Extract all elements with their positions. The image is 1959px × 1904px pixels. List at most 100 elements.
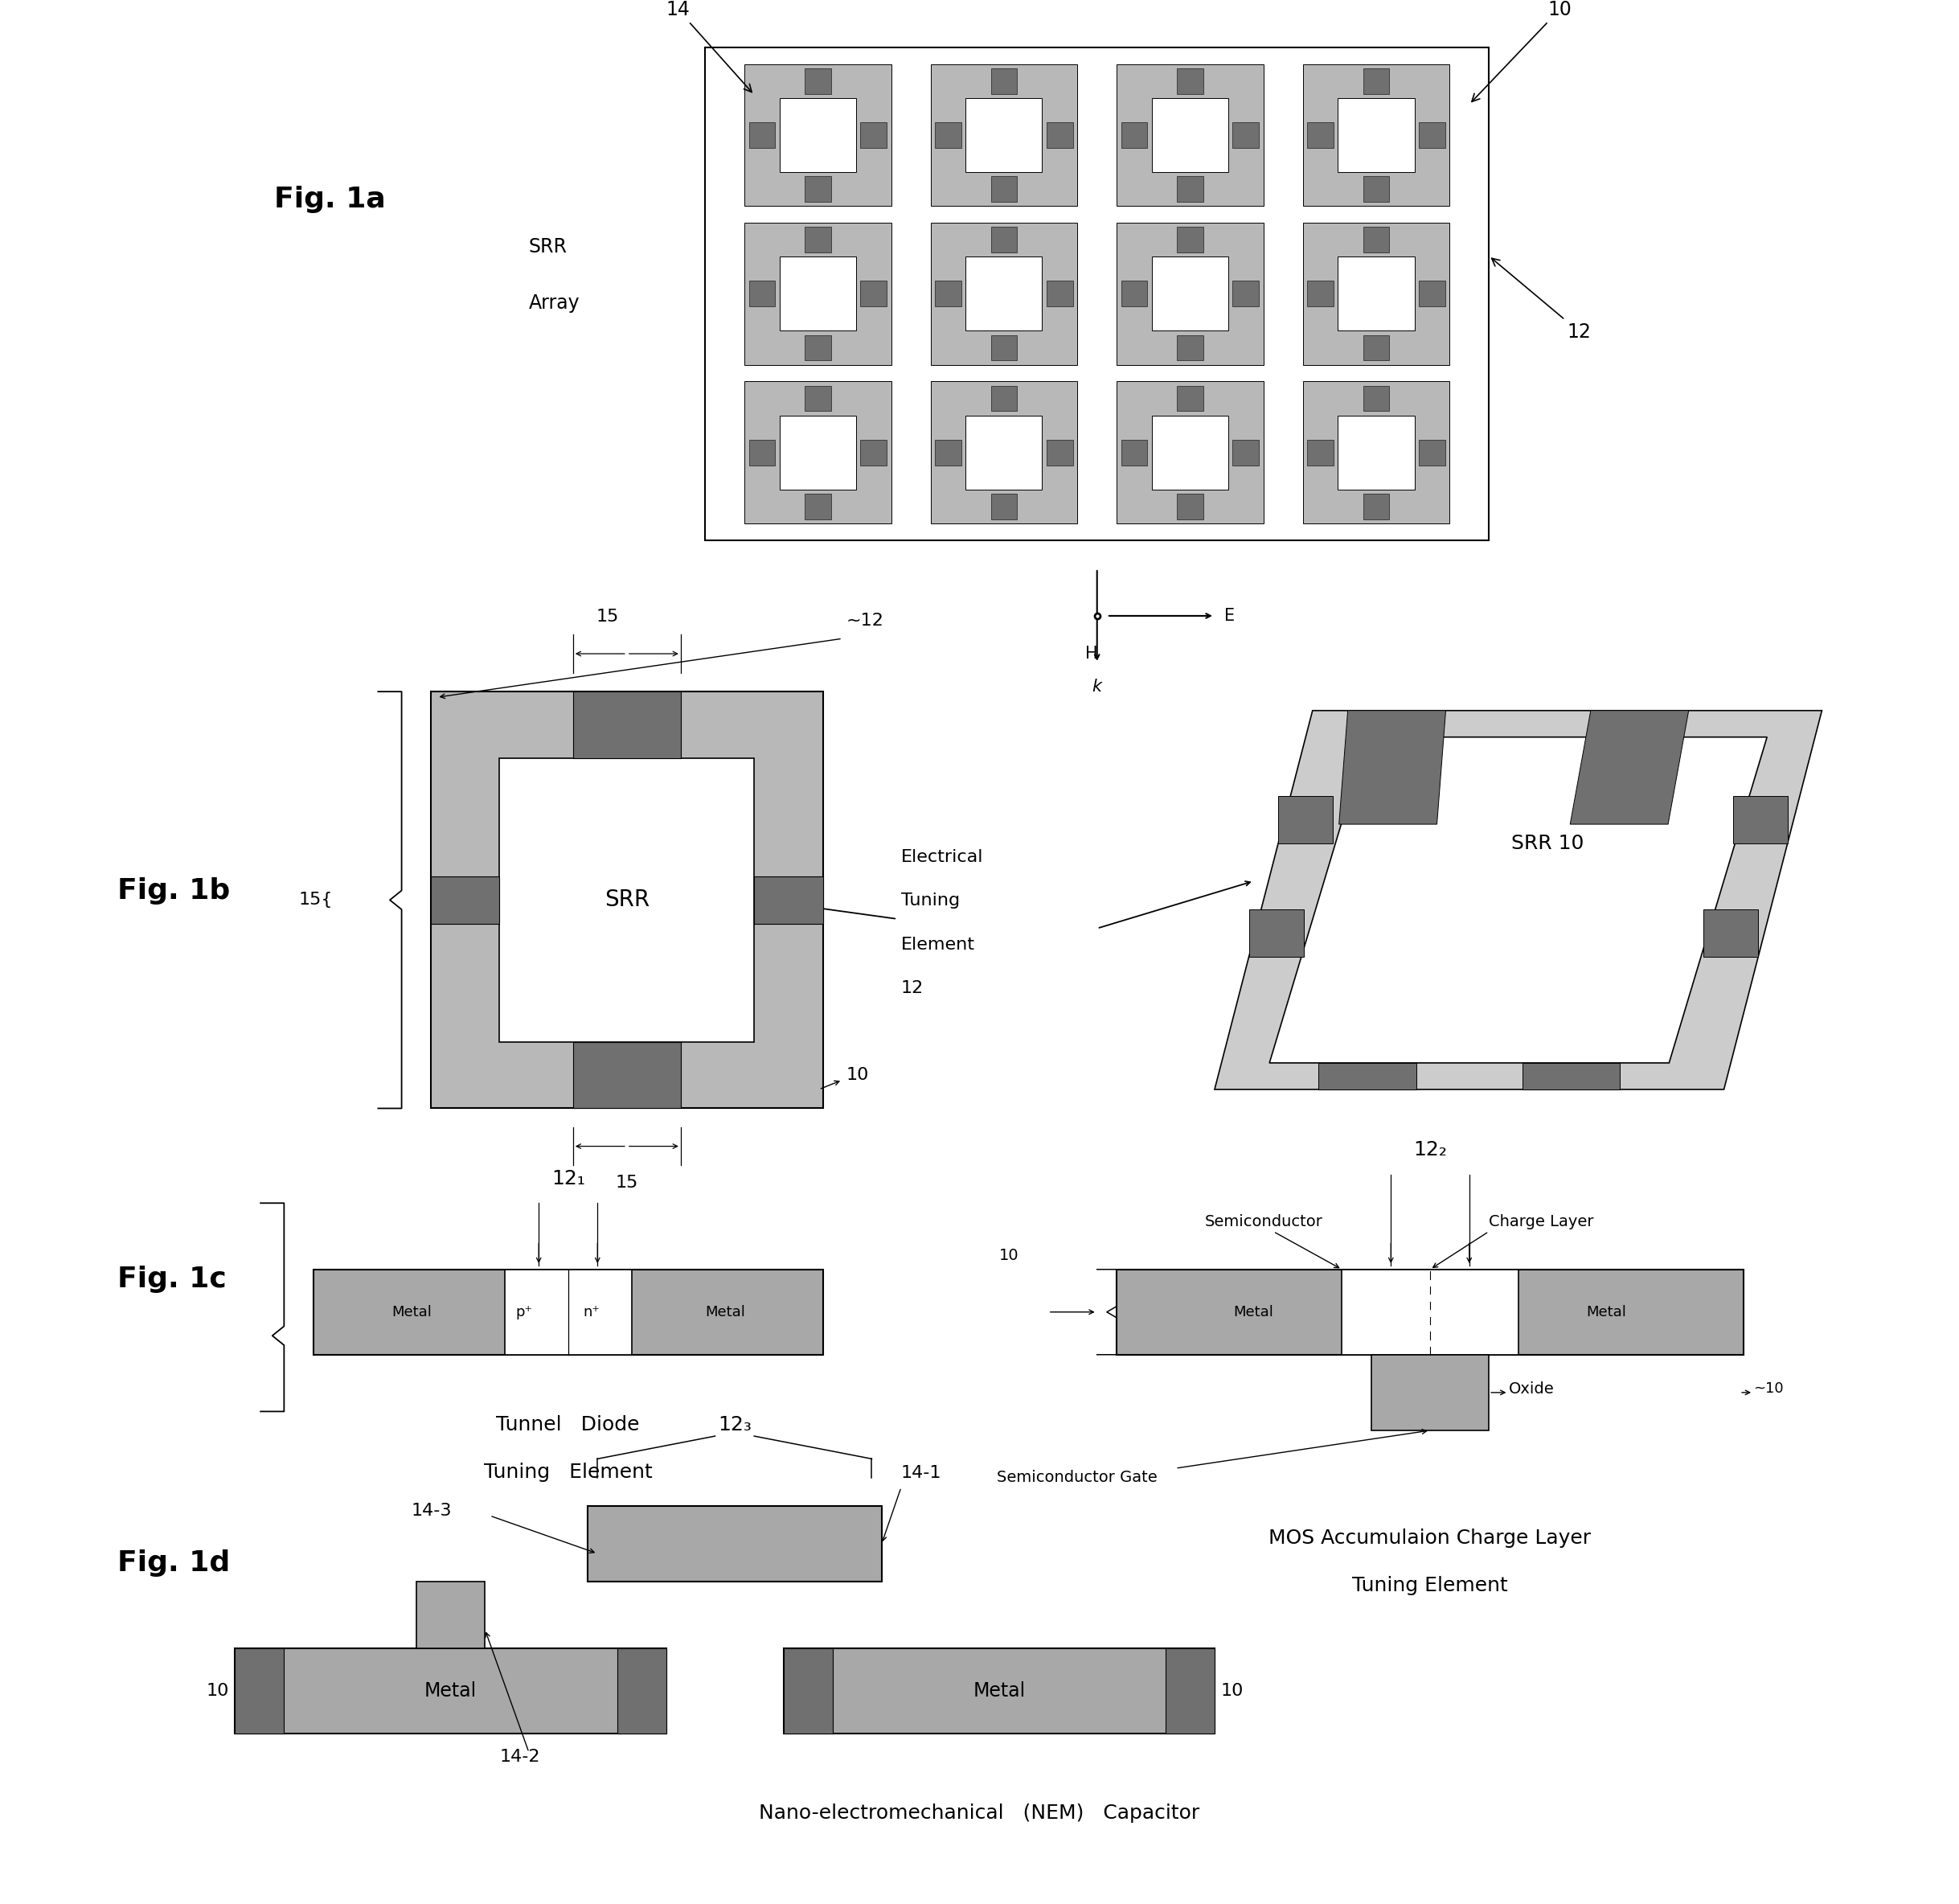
- Bar: [1177, 177, 1203, 202]
- Text: 10: 10: [206, 1683, 229, 1698]
- Bar: [1177, 69, 1203, 93]
- Bar: [505, 1270, 631, 1354]
- Bar: [754, 876, 823, 923]
- Polygon shape: [1318, 1062, 1416, 1089]
- Polygon shape: [1732, 796, 1789, 843]
- Text: 15: 15: [615, 1175, 639, 1192]
- Text: 10: 10: [1471, 0, 1571, 101]
- Text: Metal: Metal: [974, 1681, 1025, 1700]
- Text: Metal: Metal: [705, 1304, 744, 1319]
- Bar: [860, 282, 887, 307]
- Text: ~12: ~12: [846, 613, 884, 628]
- Text: Metal: Metal: [1234, 1304, 1273, 1319]
- Bar: [1363, 387, 1389, 411]
- Bar: [431, 691, 823, 1108]
- Text: 10: 10: [1220, 1683, 1244, 1698]
- Bar: [1166, 1649, 1215, 1733]
- Text: Fig. 1b: Fig. 1b: [118, 878, 231, 904]
- Text: n⁺: n⁺: [584, 1304, 599, 1319]
- Bar: [780, 257, 856, 331]
- Text: 15{: 15{: [300, 891, 333, 908]
- Text: Semiconductor: Semiconductor: [1205, 1215, 1322, 1230]
- Bar: [991, 69, 1017, 93]
- Text: Tuning Element: Tuning Element: [1352, 1577, 1508, 1596]
- Polygon shape: [1215, 710, 1822, 1089]
- Bar: [1046, 440, 1074, 465]
- Text: Metal: Metal: [392, 1304, 431, 1319]
- Text: 10: 10: [999, 1247, 1019, 1262]
- Bar: [1232, 282, 1260, 307]
- Bar: [805, 493, 831, 520]
- Bar: [313, 1270, 823, 1354]
- Text: 14-2: 14-2: [500, 1750, 541, 1765]
- Text: k: k: [1093, 678, 1101, 695]
- Bar: [860, 440, 887, 465]
- Bar: [991, 387, 1017, 411]
- Bar: [1303, 223, 1450, 366]
- Bar: [1177, 493, 1203, 520]
- Bar: [1152, 415, 1228, 489]
- Polygon shape: [1340, 710, 1446, 824]
- Text: Nano-electromechanical   (NEM)   Capacitor: Nano-electromechanical (NEM) Capacitor: [760, 1803, 1199, 1822]
- Bar: [1338, 99, 1414, 171]
- Text: 14: 14: [666, 0, 752, 91]
- Bar: [931, 223, 1077, 366]
- Bar: [991, 177, 1017, 202]
- Bar: [991, 335, 1017, 360]
- Bar: [805, 177, 831, 202]
- Bar: [1121, 282, 1148, 307]
- Bar: [1342, 1270, 1518, 1354]
- Text: SRR: SRR: [603, 889, 650, 912]
- Text: Electrical: Electrical: [901, 849, 983, 864]
- Text: 15: 15: [596, 609, 619, 625]
- Text: SRR: SRR: [529, 236, 568, 257]
- Text: Tuning: Tuning: [901, 893, 960, 908]
- Bar: [1117, 65, 1264, 206]
- Text: SRR 10: SRR 10: [1510, 834, 1585, 853]
- Bar: [1117, 1270, 1744, 1354]
- Bar: [1152, 99, 1228, 171]
- Polygon shape: [1571, 710, 1689, 824]
- Text: 12: 12: [1491, 259, 1591, 341]
- Bar: [805, 227, 831, 253]
- Bar: [1363, 177, 1389, 202]
- Text: Element: Element: [901, 937, 976, 952]
- Bar: [748, 440, 776, 465]
- Bar: [805, 69, 831, 93]
- Bar: [1232, 440, 1260, 465]
- Bar: [705, 48, 1489, 541]
- Bar: [780, 415, 856, 489]
- Text: Semiconductor Gate: Semiconductor Gate: [997, 1470, 1158, 1485]
- Bar: [572, 1041, 682, 1108]
- Text: Fig. 1c: Fig. 1c: [118, 1264, 227, 1293]
- Bar: [1232, 122, 1260, 149]
- Bar: [1363, 69, 1389, 93]
- Bar: [1307, 440, 1334, 465]
- Bar: [1363, 493, 1389, 520]
- Bar: [1363, 335, 1389, 360]
- Text: Metal: Metal: [1587, 1304, 1626, 1319]
- Polygon shape: [1704, 910, 1759, 958]
- Text: Charge Layer: Charge Layer: [1489, 1215, 1595, 1230]
- Bar: [805, 387, 831, 411]
- Text: 12: 12: [901, 981, 925, 996]
- Text: Tuning   Element: Tuning Element: [484, 1462, 652, 1481]
- Bar: [1121, 440, 1148, 465]
- Bar: [1371, 1354, 1489, 1430]
- Text: Oxide: Oxide: [1508, 1380, 1553, 1396]
- Bar: [966, 257, 1042, 331]
- Bar: [1117, 223, 1264, 366]
- Bar: [784, 1649, 833, 1733]
- Polygon shape: [1269, 737, 1767, 1062]
- Bar: [934, 282, 962, 307]
- Bar: [744, 65, 891, 206]
- Bar: [744, 381, 891, 524]
- Text: 14-3: 14-3: [411, 1502, 453, 1519]
- Bar: [1121, 122, 1148, 149]
- Bar: [934, 122, 962, 149]
- Text: H: H: [1085, 645, 1097, 663]
- Bar: [572, 691, 682, 758]
- Bar: [931, 65, 1077, 206]
- Bar: [1418, 122, 1446, 149]
- Bar: [966, 415, 1042, 489]
